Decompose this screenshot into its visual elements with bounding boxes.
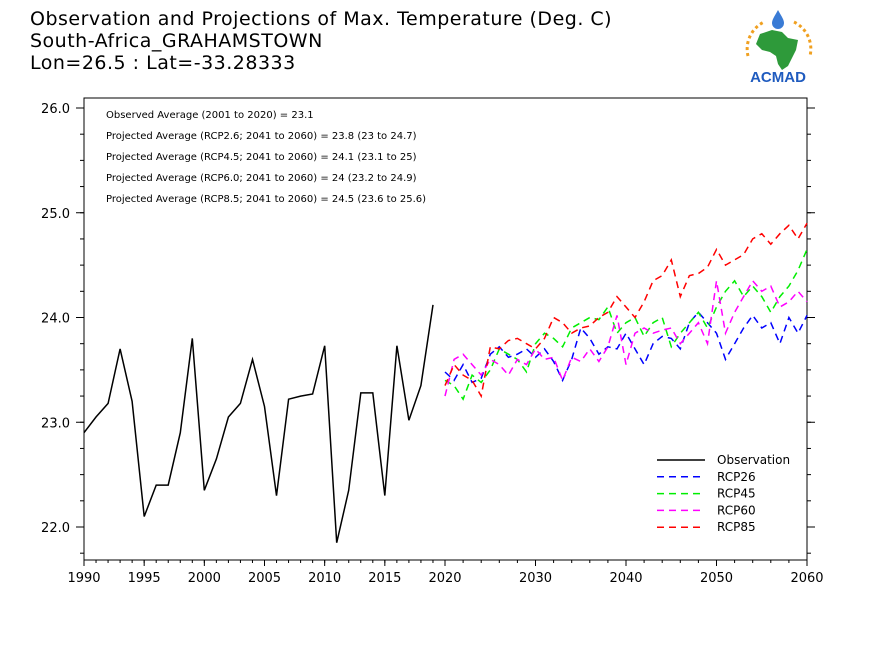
- y-tick-label: 24.0: [41, 312, 70, 327]
- chart-title-block: Observation and Projections of Max. Temp…: [30, 8, 612, 74]
- series-line-rcp45: [444, 249, 808, 401]
- x-tick-label: 2020: [428, 571, 461, 586]
- acmad-logo: ACMAD: [745, 10, 813, 86]
- chart-title: Observation and Projections of Max. Temp…: [30, 8, 613, 30]
- x-tick-label: 2030: [519, 571, 552, 586]
- plot-frame: [83, 97, 808, 561]
- africa-map-icon: [756, 30, 798, 70]
- y-tick-label: 22.0: [41, 521, 70, 536]
- chart-subtitle-location: South-Africa_GRAHAMSTOWN: [30, 30, 323, 52]
- x-tick-label: 2005: [248, 571, 281, 586]
- x-tick-label: 2050: [700, 571, 733, 586]
- legend-label-rcp60: RCP60: [717, 503, 756, 517]
- legend-label-rcp85: RCP85: [717, 520, 756, 534]
- x-tick-label: 2000: [188, 571, 221, 586]
- axes: 22.0 23.0 24.0 25.0 26.0 1990 1995 2000 2005 2010…: [41, 102, 824, 586]
- legend: Observation RCP26 RCP45 RCP60 RCP85: [657, 453, 790, 534]
- average-line: Projected Average (RCP6.0; 2041 to 2060)…: [106, 173, 417, 184]
- series-line-observation: [83, 304, 434, 543]
- x-tick-label: 2040: [609, 571, 642, 586]
- series-line-rcp60: [444, 279, 808, 397]
- sun-rays-icon: [745, 20, 813, 57]
- legend-label-rcp45: RCP45: [717, 487, 756, 501]
- x-tick-label: 1995: [128, 571, 161, 586]
- average-line: Observed Average (2001 to 2020) = 23.1: [106, 110, 314, 121]
- series-layer: [83, 222, 808, 543]
- legend-label-rcp26: RCP26: [717, 470, 756, 484]
- x-tick-label: 2010: [308, 571, 341, 586]
- logo-text: ACMAD: [750, 69, 806, 86]
- averages-box: Observed Average (2001 to 2020) = 23.1 Pr…: [106, 110, 426, 205]
- chart-subtitle-coordinates: Lon=26.5 : Lat=-33.28333: [30, 52, 296, 74]
- x-tick-label: 2060: [790, 571, 823, 586]
- y-tick-label: 25.0: [41, 207, 70, 222]
- series-line-rcp85: [444, 222, 808, 399]
- average-line: Projected Average (RCP2.6; 2041 to 2060)…: [106, 131, 417, 142]
- y-tick-label: 23.0: [41, 416, 70, 431]
- legend-label-observation: Observation: [717, 453, 790, 467]
- average-line: Projected Average (RCP8.5; 2041 to 2060)…: [106, 194, 426, 205]
- water-drop-icon: [772, 10, 784, 29]
- average-line: Projected Average (RCP4.5; 2041 to 2060)…: [106, 152, 417, 163]
- x-tick-label: 1990: [67, 571, 100, 586]
- y-tick-label: 26.0: [41, 102, 70, 117]
- x-tick-label: 2015: [368, 571, 401, 586]
